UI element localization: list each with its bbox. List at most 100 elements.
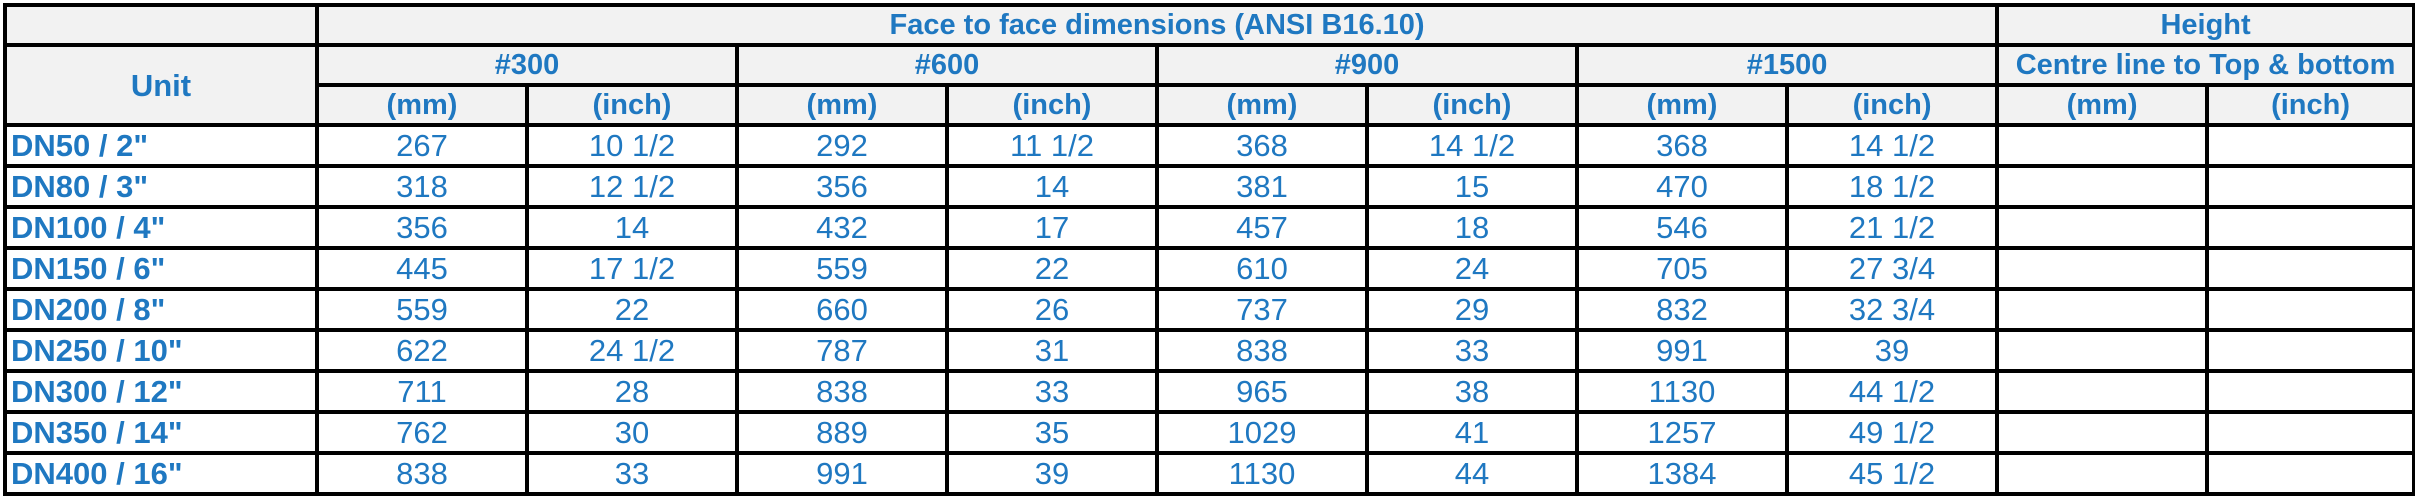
height-inch-cell: [2205, 164, 2415, 209]
inch-header: (inch): [1365, 83, 1579, 127]
row-unit-label: DN50 / 2": [3, 123, 319, 168]
height-inch-cell: [2205, 287, 2415, 332]
height-inch-cell: [2205, 410, 2415, 455]
unit-label: Unit: [3, 43, 319, 127]
table-row: DN80 / 3" 318 12 1/2 356 14 381 15 470 18 1/2: [3, 164, 2415, 209]
height-mm-cell: [1995, 164, 2210, 209]
mm-value-cell: 381: [1155, 164, 1369, 209]
height-mm-cell: [1995, 328, 2210, 373]
inch-header: (inch): [525, 83, 739, 127]
height-inch-cell: [2205, 123, 2415, 168]
height-mm-cell: [1995, 287, 2210, 332]
mm-value-cell: 267: [315, 123, 529, 168]
face-to-face-title: Face to face dimensions (ANSI B16.10): [314, 3, 2000, 47]
mm-value-cell: 1257: [1575, 410, 1789, 455]
height-subtitle: Centre line to Top & bottom: [1995, 43, 2415, 87]
table-row: DN200 / 8" 559 22 660 26 737 29 832 32 3/4: [3, 287, 2415, 332]
inch-value-cell: 49 1/2: [1784, 410, 2000, 455]
mm-header: (mm): [1155, 83, 1369, 127]
table-row: DN300 / 12" 711 28 838 33 965 38 1130 44 1/2: [3, 369, 2415, 414]
mm-value-cell: 991: [735, 451, 949, 496]
height-inch-cell: [2205, 369, 2415, 414]
inch-value-cell: 38: [1365, 369, 1579, 414]
table-row: DN50 / 2" 267 10 1/2 292 11 1/2 368 14 1/2 368 1…: [3, 123, 2415, 168]
mm-value-cell: 1384: [1575, 451, 1789, 496]
inch-value-cell: 45 1/2: [1784, 451, 2000, 496]
mm-value-cell: 318: [315, 164, 529, 209]
mm-value-cell: 838: [735, 369, 949, 414]
height-title: Height: [1995, 3, 2415, 47]
inch-value-cell: 17 1/2: [525, 246, 739, 291]
mm-value-cell: 559: [735, 246, 949, 291]
mm-value-cell: 965: [1155, 369, 1369, 414]
inch-value-cell: 18: [1365, 205, 1579, 250]
inch-value-cell: 28: [525, 369, 739, 414]
height-mm-cell: [1995, 246, 2210, 291]
mm-value-cell: 470: [1575, 164, 1789, 209]
row-unit-label: DN150 / 6": [3, 246, 319, 291]
mm-value-cell: 787: [735, 328, 949, 373]
mm-value-cell: 356: [735, 164, 949, 209]
mm-value-cell: 991: [1575, 328, 1789, 373]
mm-header: (mm): [1575, 83, 1789, 127]
mm-value-cell: 889: [735, 410, 949, 455]
inch-value-cell: 22: [945, 246, 1159, 291]
table-row: DN350 / 14" 762 30 889 35 1029 41 1257 49 1/2: [3, 410, 2415, 455]
inch-value-cell: 27 3/4: [1784, 246, 2000, 291]
mm-value-cell: 432: [735, 205, 949, 250]
inch-header: (inch): [945, 83, 1159, 127]
mm-value-cell: 832: [1575, 287, 1789, 332]
mm-value-cell: 457: [1155, 205, 1369, 250]
table-body: DN50 / 2" 267 10 1/2 292 11 1/2 368 14 1/2 368 1…: [3, 123, 2415, 496]
table-row: DN400 / 16" 838 33 991 39 1130 44 1384 45 1/2: [3, 451, 2415, 496]
row-unit-label: DN80 / 3": [3, 164, 319, 209]
mm-value-cell: 737: [1155, 287, 1369, 332]
inch-value-cell: 39: [945, 451, 1159, 496]
height-mm-cell: [1995, 123, 2210, 168]
table-row: DN150 / 6" 445 17 1/2 559 22 610 24 705 27 3/4: [3, 246, 2415, 291]
class-900-header: #900: [1155, 43, 1579, 87]
mm-value-cell: 368: [1155, 123, 1369, 168]
mm-value-cell: 762: [315, 410, 529, 455]
table-corner-cell: [3, 3, 319, 47]
inch-value-cell: 17: [945, 205, 1159, 250]
inch-value-cell: 32 3/4: [1784, 287, 2000, 332]
inch-value-cell: 41: [1365, 410, 1579, 455]
row-unit-label: DN300 / 12": [3, 369, 319, 414]
class-1500-header: #1500: [1574, 43, 2000, 87]
inch-value-cell: 14: [945, 164, 1159, 209]
row-unit-label: DN200 / 8": [3, 287, 319, 332]
inch-value-cell: 10 1/2: [525, 123, 739, 168]
inch-value-cell: 29: [1365, 287, 1579, 332]
mm-value-cell: 559: [315, 287, 529, 332]
class-300-header: #300: [315, 43, 739, 87]
inch-header: (inch): [2205, 83, 2415, 127]
inch-value-cell: 30: [525, 410, 739, 455]
mm-value-cell: 711: [315, 369, 529, 414]
mm-value-cell: 1130: [1155, 451, 1369, 496]
class-600-header: #600: [735, 43, 1159, 87]
table-row: DN250 / 10" 622 24 1/2 787 31 838 33 991 39: [3, 328, 2415, 373]
inch-value-cell: 35: [945, 410, 1159, 455]
mm-value-cell: 622: [315, 328, 529, 373]
inch-header: (inch): [1784, 83, 2000, 127]
inch-value-cell: 24: [1365, 246, 1579, 291]
height-inch-cell: [2205, 205, 2415, 250]
mm-value-cell: 705: [1575, 246, 1789, 291]
mm-value-cell: 660: [735, 287, 949, 332]
mm-header: (mm): [735, 83, 949, 127]
inch-value-cell: 14 1/2: [1365, 123, 1579, 168]
inch-value-cell: 11 1/2: [945, 123, 1159, 168]
height-mm-cell: [1995, 369, 2210, 414]
inch-value-cell: 33: [1365, 328, 1579, 373]
height-mm-cell: [1995, 205, 2210, 250]
inch-value-cell: 26: [945, 287, 1159, 332]
mm-value-cell: 292: [735, 123, 949, 168]
mm-header: (mm): [1995, 83, 2210, 127]
height-mm-cell: [1995, 410, 2210, 455]
row-unit-label: DN400 / 16": [3, 451, 319, 496]
row-unit-label: DN100 / 4": [3, 205, 319, 250]
height-inch-cell: [2205, 451, 2415, 496]
inch-value-cell: 33: [945, 369, 1159, 414]
mm-value-cell: 610: [1155, 246, 1369, 291]
